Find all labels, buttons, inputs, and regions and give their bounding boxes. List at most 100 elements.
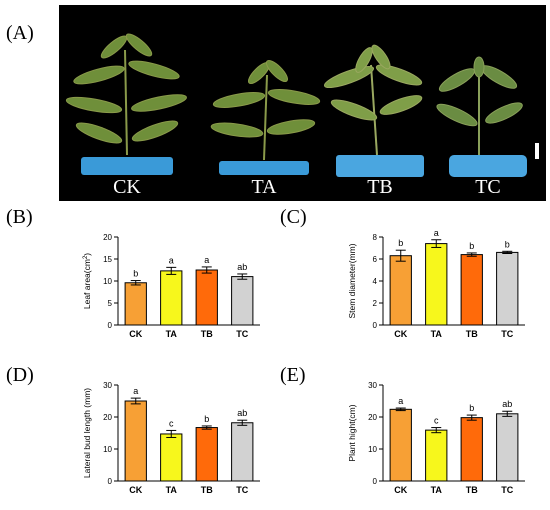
significance-letter-ck: b [133, 269, 138, 279]
category-label-tb: TB [201, 329, 213, 339]
y-tick-label: 0 [373, 477, 378, 486]
category-label-tc: TC [501, 485, 513, 495]
significance-letter-tb: b [204, 414, 209, 424]
pot-tb [336, 155, 424, 177]
y-tick-label: 10 [103, 445, 112, 454]
bar-tc [496, 413, 519, 482]
y-tick-label: 6 [373, 255, 378, 264]
y-tick-label: 20 [103, 233, 112, 242]
pot-ta [219, 161, 309, 175]
pot-ck [81, 157, 173, 175]
significance-letter-ck: a [133, 386, 138, 396]
bar-ta [425, 243, 448, 326]
chart-leaf-area: 0 5 10 15 20 Leaf area(cm2) b CK a TA a TB ab TC [82, 233, 260, 339]
category-label-ck: CK [129, 329, 142, 339]
significance-letter-tb: b [469, 241, 474, 251]
error-bar-tb [466, 252, 477, 257]
y-tick-label: 2 [373, 299, 378, 308]
y-tick-label: 0 [108, 321, 113, 330]
significance-letter-ck: b [398, 238, 403, 248]
error-bar-tc [502, 250, 513, 254]
significance-letter-tc: ab [502, 399, 512, 409]
error-bar-tb [466, 414, 477, 421]
y-tick-label: 30 [103, 381, 112, 390]
plant-photo: CK TA TB TC [59, 5, 546, 201]
error-bar-ck [130, 397, 141, 405]
chart-stem-diameter: 0 2 4 6 8 Stem diameter(mm) b CK a TA b TB b TC [347, 228, 525, 339]
bar-ck [124, 282, 147, 326]
error-bar-ck [395, 249, 406, 262]
y-axis-label: Lateral bud length (mm) [82, 388, 92, 478]
panel-label-c: (C) [280, 206, 307, 228]
panel-label-e: (E) [280, 364, 306, 386]
y-tick-label: 10 [103, 277, 112, 286]
error-bar-tc [502, 410, 513, 417]
plant-ck [65, 33, 187, 156]
y-axis-label: Leaf area(cm2) [82, 253, 92, 309]
y-tick-label: 20 [103, 413, 112, 422]
bar-tc [231, 276, 254, 326]
significance-letter-ta: c [169, 418, 174, 428]
bar-tc [496, 251, 519, 326]
bar-ta [425, 429, 448, 482]
category-label-tc: TC [236, 485, 248, 495]
category-label-ck: CK [394, 329, 407, 339]
y-tick-label: 10 [368, 445, 377, 454]
panel-label-b: (B) [6, 206, 33, 228]
significance-letter-ta: a [434, 228, 439, 238]
panel-label-d: (D) [6, 364, 34, 386]
plant-ta [210, 59, 321, 161]
pots [81, 155, 527, 177]
category-label-tc: TC [236, 329, 248, 339]
error-bar-ta [431, 239, 442, 248]
category-label-ta: TA [166, 329, 178, 339]
bar-tb [195, 269, 218, 326]
category-label-tc: TC [501, 329, 513, 339]
bar-tb [460, 417, 483, 482]
category-label-ta: TA [166, 485, 178, 495]
y-tick-label: 20 [368, 413, 377, 422]
caption-tc: TC [475, 176, 501, 198]
bar-ck [124, 400, 147, 482]
plant-tb [323, 44, 423, 156]
y-tick-label: 0 [108, 477, 113, 486]
bar-ta [160, 270, 183, 326]
category-label-tb: TB [466, 485, 478, 495]
category-label-tb: TB [201, 485, 213, 495]
y-tick-label: 30 [368, 381, 377, 390]
pot-tc [449, 155, 527, 177]
error-bar-ta [166, 266, 177, 275]
chart-plant-height: 0 10 20 30 Plant hight(cm) a CK c TA b TB ab TC [347, 381, 525, 495]
significance-letter-ta: c [434, 416, 439, 426]
bar-ta [160, 433, 183, 482]
error-bar-ta [431, 427, 442, 434]
error-bar-tc [237, 273, 248, 280]
category-label-ta: TA [431, 329, 443, 339]
chart-lateral-bud-length: 0 10 20 30 Lateral bud length (mm) a CK c TA b TB a… [82, 381, 260, 495]
caption-tb: TB [367, 176, 393, 198]
panel-label-a: (A) [6, 22, 34, 44]
bar-ck [389, 255, 412, 326]
y-tick-label: 4 [373, 277, 378, 286]
y-axis-label: Plant hight(cm) [347, 404, 357, 461]
category-label-ck: CK [394, 485, 407, 495]
y-tick-label: 15 [103, 255, 112, 264]
significance-letter-ta: a [169, 255, 174, 265]
bar-tb [460, 254, 483, 326]
bar-tb [195, 427, 218, 482]
significance-letter-tc: ab [237, 408, 247, 418]
significance-letter-ck: a [398, 396, 403, 406]
y-tick-label: 0 [373, 321, 378, 330]
bar-tc [231, 422, 254, 482]
bar-ck [389, 408, 412, 482]
scale-bar [535, 143, 539, 159]
significance-letter-tc: b [505, 239, 510, 249]
plant-tc [436, 56, 523, 155]
significance-letter-tc: ab [237, 262, 247, 272]
y-axis-label: Stem diameter(mm) [347, 243, 357, 318]
error-bar-tc [237, 419, 248, 426]
significance-letter-tb: a [204, 255, 209, 265]
y-tick-label: 5 [108, 299, 113, 308]
error-bar-tb [201, 266, 212, 274]
caption-ta: TA [251, 176, 277, 198]
